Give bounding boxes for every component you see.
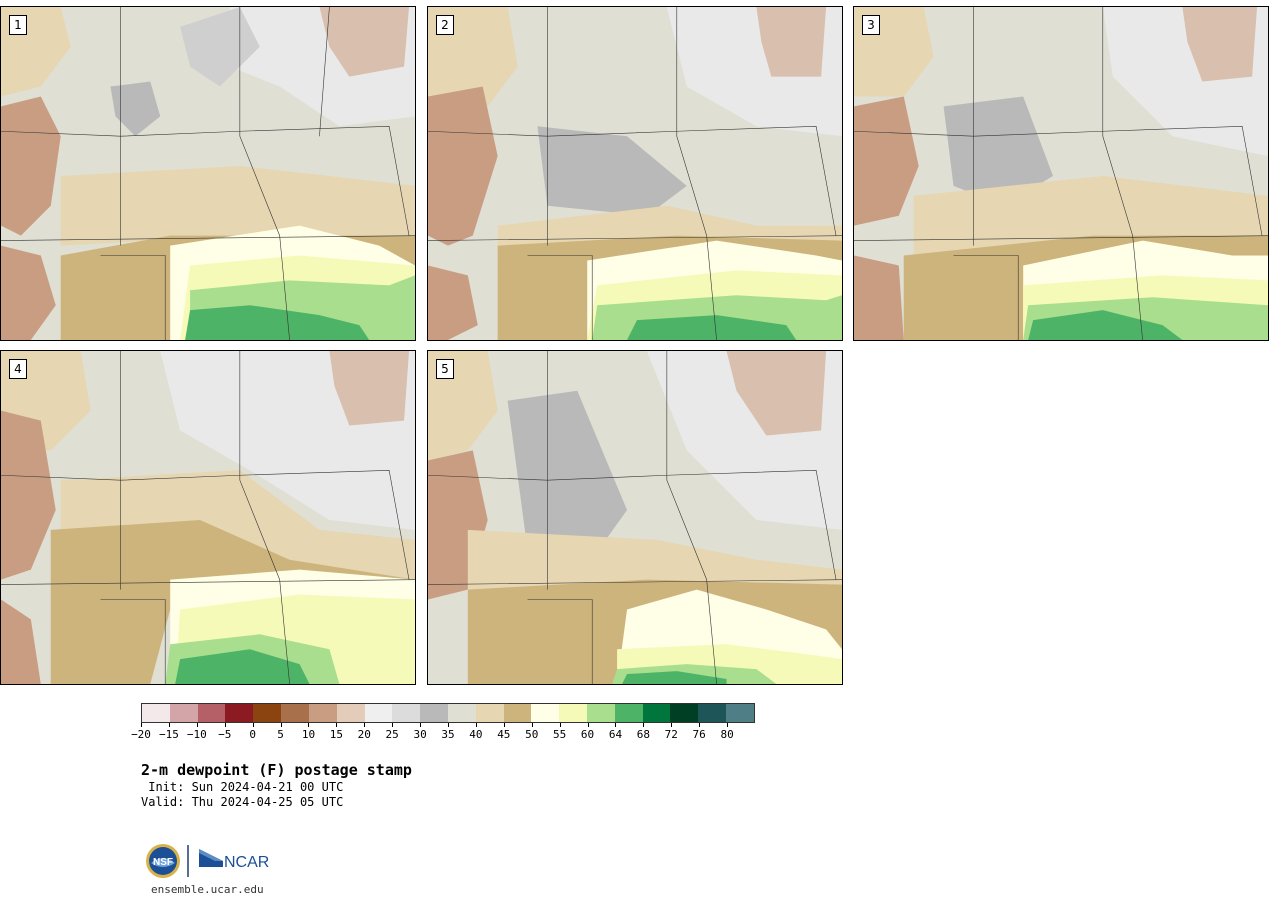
colorbar-tick-label: 60 xyxy=(580,728,595,741)
colorbar-tick xyxy=(196,723,198,727)
postage-stamp-panel-1[interactable]: 1 xyxy=(0,6,416,341)
panel-number-badge: 5 xyxy=(436,359,454,379)
colorbar-tick xyxy=(475,723,477,727)
colorbar-swatch xyxy=(392,704,421,722)
colorbar-tick xyxy=(336,723,338,727)
dewpoint-map-3 xyxy=(854,7,1268,340)
colorbar-tick-label: 10 xyxy=(301,728,316,741)
panel-number-badge: 4 xyxy=(9,359,27,379)
colorbar-tick-label: 80 xyxy=(720,728,734,741)
colorbar-tick xyxy=(615,723,617,727)
colorbar-swatch xyxy=(726,704,754,722)
colorbar-tick-labels: −20 −15 −10 −5 0 5 10 15 20 25 30 35 40 45 50 55 60 64 68 7… xyxy=(131,723,755,743)
postage-stamp-panel-2[interactable]: 2 xyxy=(427,6,843,341)
colorbar-tick xyxy=(308,723,310,727)
colorbar-tick xyxy=(503,723,505,727)
dewpoint-map-2 xyxy=(428,7,842,340)
colorbar-tick xyxy=(448,723,449,727)
panel-number-badge: 1 xyxy=(9,15,27,35)
dewpoint-colorbar xyxy=(141,703,755,723)
ncar-logo-text: NCAR xyxy=(224,854,269,871)
colorbar-tick xyxy=(643,723,645,727)
colorbar-swatch xyxy=(225,704,254,722)
figure-title: 2-m dewpoint (F) postage stamp xyxy=(141,761,412,779)
colorbar-tick-label: −10 xyxy=(186,728,207,741)
colorbar-tick-label: 72 xyxy=(664,728,678,741)
panel-number-badge: 2 xyxy=(436,15,454,35)
nsf-ncar-logos: NSF NCAR xyxy=(146,844,269,878)
colorbar-tick-label: 64 xyxy=(608,728,623,741)
colorbar-tick xyxy=(531,723,533,727)
colorbar-swatch xyxy=(197,704,226,722)
dewpoint-map-5 xyxy=(428,351,842,684)
postage-stamp-panel-3[interactable]: 3 xyxy=(853,6,1269,341)
colorbar-swatch xyxy=(142,704,170,722)
colorbar-swatch xyxy=(447,704,476,722)
colorbar-swatch xyxy=(364,704,393,722)
colorbar-tick-label: 68 xyxy=(636,728,650,741)
colorbar-tick-label: 0 xyxy=(249,728,256,741)
colorbar-tick xyxy=(699,723,701,727)
colorbar-swatch xyxy=(698,704,727,722)
nsf-logo-text: NSF xyxy=(153,857,173,868)
colorbar-tick-label: 35 xyxy=(441,728,455,741)
colorbar-tick-label: 40 xyxy=(469,728,483,741)
colorbar-tick-label: 20 xyxy=(357,728,371,741)
colorbar-swatch xyxy=(614,704,643,722)
postage-stamp-panel-5[interactable]: 5 xyxy=(427,350,843,685)
ncar-logo: NCAR xyxy=(199,849,269,871)
colorbar-tick-label: 15 xyxy=(329,728,343,741)
colorbar-swatch xyxy=(308,704,337,722)
colorbar-tick-label: 50 xyxy=(525,728,539,741)
colorbar-swatch xyxy=(531,704,560,722)
site-url: ensemble.ucar.edu xyxy=(151,883,264,896)
panel-number-badge: 3 xyxy=(862,15,880,35)
colorbar-tick-label: 30 xyxy=(413,728,427,741)
colorbar-tick-label: −15 xyxy=(158,728,179,741)
colorbar-tick xyxy=(364,723,366,727)
colorbar-swatch xyxy=(253,704,282,722)
colorbar-tick xyxy=(671,723,673,727)
colorbar-tick-label: 25 xyxy=(385,728,399,741)
init-time: Init: Sun 2024-04-21 00 UTC xyxy=(141,780,344,794)
dewpoint-map-1 xyxy=(1,7,415,340)
colorbar-tick-label: −5 xyxy=(218,728,232,741)
colorbar-swatch xyxy=(420,704,448,722)
colorbar-tick xyxy=(141,723,142,727)
colorbar-tick xyxy=(392,723,394,727)
colorbar-swatch xyxy=(559,704,587,722)
colorbar-tick-label: 76 xyxy=(692,728,706,741)
colorbar-tick-label: 45 xyxy=(497,728,511,741)
colorbar-tick-label: −20 xyxy=(131,728,151,741)
colorbar-swatch xyxy=(336,704,365,722)
colorbar-swatch xyxy=(670,704,699,722)
logo-group: NSF NCAR xyxy=(145,843,285,881)
colorbar-tick xyxy=(168,723,170,727)
postage-stamp-panel-4[interactable]: 4 xyxy=(0,350,416,685)
colorbar-tick xyxy=(420,723,422,727)
colorbar-swatch xyxy=(503,704,532,722)
colorbar-swatch xyxy=(475,704,504,722)
colorbar-tick xyxy=(727,723,729,727)
colorbar-tick xyxy=(252,723,254,727)
colorbar-swatch xyxy=(169,704,198,722)
colorbar-tick-label: 5 xyxy=(277,728,284,741)
colorbar-tick xyxy=(224,723,226,727)
colorbar-swatch xyxy=(642,704,671,722)
colorbar-tick xyxy=(587,723,589,727)
colorbar-tick xyxy=(559,723,561,727)
colorbar-tick-label: 55 xyxy=(553,728,567,741)
nsf-logo: NSF xyxy=(146,844,180,878)
colorbar-swatch xyxy=(587,704,615,722)
valid-time: Valid: Thu 2024-04-25 05 UTC xyxy=(141,795,344,809)
dewpoint-map-4 xyxy=(1,351,415,684)
colorbar-swatch xyxy=(281,704,309,722)
colorbar-tick xyxy=(280,723,282,727)
